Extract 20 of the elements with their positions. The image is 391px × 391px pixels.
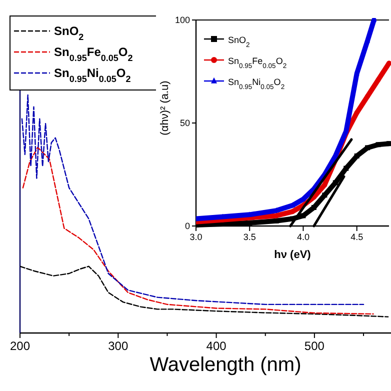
- legend-label: Sn$_{0.95}$Ni$_{0.05}$O$_{2}$: [228, 77, 285, 90]
- x-axis-title: Wavelength (nm): [150, 354, 302, 376]
- x-tick-label: 400: [206, 339, 227, 353]
- legend-label: SnO$_{2}$: [228, 35, 250, 48]
- x-tick-label: 200: [10, 339, 30, 353]
- x-tick-label: 3.0: [190, 232, 202, 242]
- x-axis-title: hν (eV): [274, 249, 312, 261]
- legend-label: Sn$_{0.95}$Ni$_{0.05}$O$_{2}$: [54, 66, 131, 84]
- x-tick-label: 300: [108, 339, 128, 353]
- x-tick-label: 4.5: [350, 232, 364, 242]
- x-tick-label: 500: [304, 339, 325, 353]
- y-axis-title: (αhν)² (a.u): [159, 80, 171, 136]
- legend-label: SnO$_{2}$: [54, 24, 84, 42]
- x-tick-label: 3.5: [243, 232, 256, 242]
- legend-label: Sn$_{0.95}$Fe$_{0.05}$O$_{2}$: [228, 56, 287, 70]
- legend-label: Sn$_{0.95}$Fe$_{0.05}$O$_{2}$: [54, 45, 133, 63]
- y-tick-label: 50: [180, 118, 190, 128]
- x-tick-label: 4.0: [296, 232, 310, 242]
- y-tick-label: 100: [174, 15, 190, 25]
- y-tick-label: 0: [184, 221, 190, 231]
